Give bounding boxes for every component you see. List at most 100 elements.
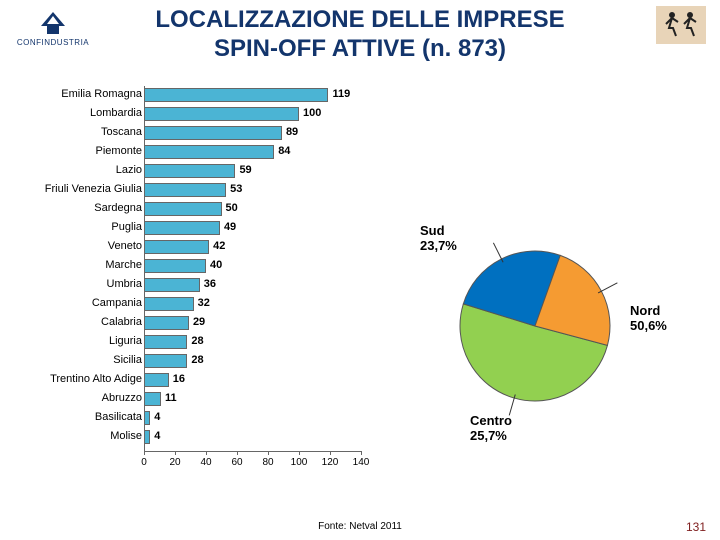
bar-value-label: 42 <box>213 240 225 252</box>
bar-row: Campania32 <box>10 295 380 314</box>
x-tick-label: 40 <box>200 457 211 468</box>
x-axis <box>144 451 361 452</box>
bar-value-label: 32 <box>198 297 210 309</box>
x-tick-label: 100 <box>291 457 308 468</box>
x-tick-mark <box>330 451 331 455</box>
bar-value-label: 4 <box>154 411 160 423</box>
pie-leader-line <box>598 283 617 293</box>
bar-value-label: 53 <box>230 183 242 195</box>
x-tick-mark <box>206 451 207 455</box>
bar-rect <box>144 392 161 406</box>
bar-row: Liguria28 <box>10 333 380 352</box>
bar-rect <box>144 221 220 235</box>
bar-category-label: Campania <box>2 297 142 309</box>
page-title: LOCALIZZAZIONE DELLE IMPRESE SPIN-OFF AT… <box>0 6 720 64</box>
x-tick-label: 120 <box>322 457 339 468</box>
bar-category-label: Lazio <box>2 164 142 176</box>
bar-rect <box>144 411 150 425</box>
bar-category-label: Liguria <box>2 335 142 347</box>
bar-category-label: Toscana <box>2 126 142 138</box>
bar-row: Trentino Alto Adige16 <box>10 371 380 390</box>
bar-rect <box>144 354 187 368</box>
bar-row: Lombardia100 <box>10 105 380 124</box>
bar-category-label: Marche <box>2 259 142 271</box>
bar-row: Toscana89 <box>10 124 380 143</box>
x-tick-mark <box>361 451 362 455</box>
bar-rect <box>144 430 150 444</box>
bar-category-label: Calabria <box>2 316 142 328</box>
bar-category-label: Emilia Romagna <box>2 88 142 100</box>
bar-category-label: Veneto <box>2 240 142 252</box>
bar-value-label: 50 <box>226 202 238 214</box>
x-tick-label: 140 <box>353 457 370 468</box>
bar-rect <box>144 145 274 159</box>
bar-rect <box>144 278 200 292</box>
title-line-1: LOCALIZZAZIONE DELLE IMPRESE <box>155 6 564 33</box>
bar-category-label: Umbria <box>2 278 142 290</box>
bar-category-label: Sicilia <box>2 354 142 366</box>
bar-rect <box>144 164 235 178</box>
bar-category-label: Piemonte <box>2 145 142 157</box>
bar-rect <box>144 107 299 121</box>
bar-chart: Emilia Romagna119Lombardia100Toscana89Pi… <box>10 86 380 486</box>
x-tick-mark <box>175 451 176 455</box>
bar-category-label: Trentino Alto Adige <box>2 373 142 385</box>
bar-category-label: Puglia <box>2 221 142 233</box>
bar-row: Basilicata4 <box>10 409 380 428</box>
bar-rect <box>144 316 189 330</box>
bar-category-label: Basilicata <box>2 411 142 423</box>
bar-row: Piemonte84 <box>10 143 380 162</box>
bar-rect <box>144 240 209 254</box>
x-tick-mark <box>144 451 145 455</box>
pie-chart: Nord50,6% Centro25,7% Sud23,7% <box>380 226 690 446</box>
bar-rect <box>144 88 328 102</box>
bar-row: Lazio59 <box>10 162 380 181</box>
page-number: 131 <box>686 520 706 534</box>
bar-category-label: Abruzzo <box>2 392 142 404</box>
bar-value-label: 16 <box>173 373 185 385</box>
pie-leader-line <box>493 243 503 262</box>
bar-value-label: 40 <box>210 259 222 271</box>
x-tick-mark <box>237 451 238 455</box>
bar-rect <box>144 183 226 197</box>
bar-row: Marche40 <box>10 257 380 276</box>
bar-rect <box>144 202 222 216</box>
bar-row: Calabria29 <box>10 314 380 333</box>
bar-value-label: 59 <box>239 164 251 176</box>
bar-value-label: 84 <box>278 145 290 157</box>
bar-value-label: 89 <box>286 126 298 138</box>
bar-value-label: 29 <box>193 316 205 328</box>
x-tick-label: 0 <box>141 457 147 468</box>
bar-row: Abruzzo11 <box>10 390 380 409</box>
bar-row: Puglia49 <box>10 219 380 238</box>
bar-category-label: Molise <box>2 430 142 442</box>
chart-area: Emilia Romagna119Lombardia100Toscana89Pi… <box>10 86 710 486</box>
pie-slice-label: Sud23,7% <box>420 224 457 254</box>
bar-category-label: Sardegna <box>2 202 142 214</box>
bar-rect <box>144 335 187 349</box>
bar-row: Sardegna50 <box>10 200 380 219</box>
bar-rect <box>144 259 206 273</box>
bar-row: Umbria36 <box>10 276 380 295</box>
bar-row: Molise4 <box>10 428 380 447</box>
slide: CONFINDUSTRIA LOCALIZZAZIONE DELLE IMPRE… <box>0 0 720 540</box>
bar-rect <box>144 126 282 140</box>
x-tick-mark <box>299 451 300 455</box>
bar-value-label: 28 <box>191 354 203 366</box>
bar-value-label: 11 <box>165 392 177 404</box>
bar-rect <box>144 373 169 387</box>
bar-value-label: 100 <box>303 107 321 119</box>
source-text: Fonte: Netval 2011 <box>0 521 720 532</box>
x-tick-mark <box>268 451 269 455</box>
bar-value-label: 49 <box>224 221 236 233</box>
bar-value-label: 4 <box>154 430 160 442</box>
x-tick-label: 20 <box>169 457 180 468</box>
pie-svg <box>380 226 690 446</box>
bar-value-label: 119 <box>332 88 350 100</box>
bar-row: Friuli Venezia Giulia53 <box>10 181 380 200</box>
bar-category-label: Lombardia <box>2 107 142 119</box>
bar-category-label: Friuli Venezia Giulia <box>2 183 142 195</box>
pie-slice-label: Centro25,7% <box>470 414 512 444</box>
bar-value-label: 28 <box>191 335 203 347</box>
pie-slice-label: Nord50,6% <box>630 304 667 334</box>
